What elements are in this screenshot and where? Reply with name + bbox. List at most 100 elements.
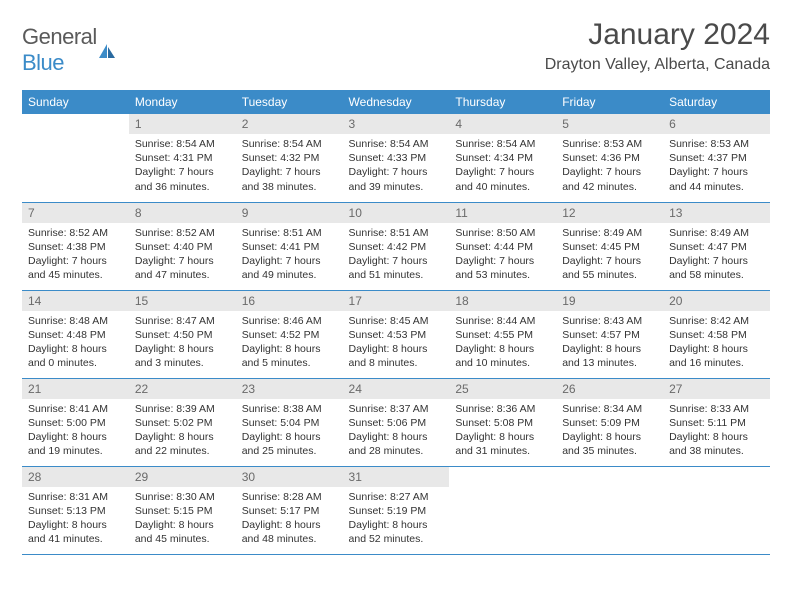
day-data: Sunrise: 8:28 AMSunset: 5:17 PMDaylight:… [236,487,343,553]
day-data: Sunrise: 8:27 AMSunset: 5:19 PMDaylight:… [343,487,450,553]
day-number: 4 [449,114,556,134]
day-data: Sunrise: 8:37 AMSunset: 5:06 PMDaylight:… [343,399,450,465]
day-number: 9 [236,203,343,223]
calendar-cell: 15Sunrise: 8:47 AMSunset: 4:50 PMDayligh… [129,290,236,378]
day-header: Wednesday [343,90,450,114]
day-data: Sunrise: 8:52 AMSunset: 4:40 PMDaylight:… [129,223,236,289]
day-data: Sunrise: 8:31 AMSunset: 5:13 PMDaylight:… [22,487,129,553]
calendar-cell [449,466,556,554]
calendar-week: 28Sunrise: 8:31 AMSunset: 5:13 PMDayligh… [22,466,770,554]
day-header: Friday [556,90,663,114]
day-header: Tuesday [236,90,343,114]
brand-name-blue: Blue [22,50,64,75]
brand-name-gray: General [22,24,97,49]
calendar-cell: 21Sunrise: 8:41 AMSunset: 5:00 PMDayligh… [22,378,129,466]
day-number: 11 [449,203,556,223]
day-number: 31 [343,467,450,487]
day-number: 2 [236,114,343,134]
day-data: Sunrise: 8:41 AMSunset: 5:00 PMDaylight:… [22,399,129,465]
brand-logo: General Blue [22,24,117,76]
calendar-cell: 10Sunrise: 8:51 AMSunset: 4:42 PMDayligh… [343,202,450,290]
day-number [663,467,770,487]
day-number [22,114,129,134]
day-data: Sunrise: 8:45 AMSunset: 4:53 PMDaylight:… [343,311,450,377]
day-data: Sunrise: 8:49 AMSunset: 4:47 PMDaylight:… [663,223,770,289]
day-number: 23 [236,379,343,399]
calendar-week: 21Sunrise: 8:41 AMSunset: 5:00 PMDayligh… [22,378,770,466]
calendar-cell: 20Sunrise: 8:42 AMSunset: 4:58 PMDayligh… [663,290,770,378]
calendar-cell: 24Sunrise: 8:37 AMSunset: 5:06 PMDayligh… [343,378,450,466]
day-data: Sunrise: 8:54 AMSunset: 4:33 PMDaylight:… [343,134,450,200]
day-data: Sunrise: 8:49 AMSunset: 4:45 PMDaylight:… [556,223,663,289]
calendar-cell [663,466,770,554]
calendar-cell: 23Sunrise: 8:38 AMSunset: 5:04 PMDayligh… [236,378,343,466]
brand-name: General Blue [22,24,97,76]
header: General Blue January 2024 Drayton Valley… [22,18,770,76]
day-data: Sunrise: 8:43 AMSunset: 4:57 PMDaylight:… [556,311,663,377]
day-data: Sunrise: 8:47 AMSunset: 4:50 PMDaylight:… [129,311,236,377]
calendar-cell [556,466,663,554]
calendar-cell: 29Sunrise: 8:30 AMSunset: 5:15 PMDayligh… [129,466,236,554]
day-number: 25 [449,379,556,399]
day-number: 1 [129,114,236,134]
calendar-cell: 3Sunrise: 8:54 AMSunset: 4:33 PMDaylight… [343,114,450,202]
day-data: Sunrise: 8:53 AMSunset: 4:37 PMDaylight:… [663,134,770,200]
calendar-cell: 6Sunrise: 8:53 AMSunset: 4:37 PMDaylight… [663,114,770,202]
calendar-cell: 4Sunrise: 8:54 AMSunset: 4:34 PMDaylight… [449,114,556,202]
day-number: 6 [663,114,770,134]
day-header: Saturday [663,90,770,114]
day-number: 22 [129,379,236,399]
month-title: January 2024 [545,18,770,52]
day-data: Sunrise: 8:38 AMSunset: 5:04 PMDaylight:… [236,399,343,465]
calendar-cell: 14Sunrise: 8:48 AMSunset: 4:48 PMDayligh… [22,290,129,378]
day-header: Monday [129,90,236,114]
calendar-cell: 7Sunrise: 8:52 AMSunset: 4:38 PMDaylight… [22,202,129,290]
day-data: Sunrise: 8:54 AMSunset: 4:34 PMDaylight:… [449,134,556,200]
calendar-cell: 19Sunrise: 8:43 AMSunset: 4:57 PMDayligh… [556,290,663,378]
calendar-cell: 27Sunrise: 8:33 AMSunset: 5:11 PMDayligh… [663,378,770,466]
day-number: 17 [343,291,450,311]
calendar-week: 14Sunrise: 8:48 AMSunset: 4:48 PMDayligh… [22,290,770,378]
day-data: Sunrise: 8:53 AMSunset: 4:36 PMDaylight:… [556,134,663,200]
calendar-body: 1Sunrise: 8:54 AMSunset: 4:31 PMDaylight… [22,114,770,554]
brand-sail-icon [97,42,117,60]
day-number: 21 [22,379,129,399]
calendar-cell: 16Sunrise: 8:46 AMSunset: 4:52 PMDayligh… [236,290,343,378]
day-number: 5 [556,114,663,134]
day-number: 30 [236,467,343,487]
day-data: Sunrise: 8:33 AMSunset: 5:11 PMDaylight:… [663,399,770,465]
calendar-cell: 5Sunrise: 8:53 AMSunset: 4:36 PMDaylight… [556,114,663,202]
calendar-cell: 9Sunrise: 8:51 AMSunset: 4:41 PMDaylight… [236,202,343,290]
calendar-cell: 31Sunrise: 8:27 AMSunset: 5:19 PMDayligh… [343,466,450,554]
calendar-cell: 1Sunrise: 8:54 AMSunset: 4:31 PMDaylight… [129,114,236,202]
day-header: Thursday [449,90,556,114]
day-number: 20 [663,291,770,311]
day-data: Sunrise: 8:46 AMSunset: 4:52 PMDaylight:… [236,311,343,377]
calendar-cell: 13Sunrise: 8:49 AMSunset: 4:47 PMDayligh… [663,202,770,290]
day-number: 10 [343,203,450,223]
title-block: January 2024 Drayton Valley, Alberta, Ca… [545,18,770,74]
day-number: 27 [663,379,770,399]
day-data: Sunrise: 8:39 AMSunset: 5:02 PMDaylight:… [129,399,236,465]
day-number: 28 [22,467,129,487]
day-number [556,467,663,487]
day-number: 29 [129,467,236,487]
day-data: Sunrise: 8:36 AMSunset: 5:08 PMDaylight:… [449,399,556,465]
day-number: 19 [556,291,663,311]
day-number: 24 [343,379,450,399]
day-data: Sunrise: 8:54 AMSunset: 4:32 PMDaylight:… [236,134,343,200]
day-data: Sunrise: 8:54 AMSunset: 4:31 PMDaylight:… [129,134,236,200]
calendar-table: SundayMondayTuesdayWednesdayThursdayFrid… [22,90,770,555]
calendar-week: 7Sunrise: 8:52 AMSunset: 4:38 PMDaylight… [22,202,770,290]
day-header: Sunday [22,90,129,114]
calendar-cell: 18Sunrise: 8:44 AMSunset: 4:55 PMDayligh… [449,290,556,378]
day-number: 7 [22,203,129,223]
calendar-cell: 25Sunrise: 8:36 AMSunset: 5:08 PMDayligh… [449,378,556,466]
day-number: 8 [129,203,236,223]
day-number [449,467,556,487]
day-data: Sunrise: 8:51 AMSunset: 4:42 PMDaylight:… [343,223,450,289]
days-of-week-row: SundayMondayTuesdayWednesdayThursdayFrid… [22,90,770,114]
day-number: 12 [556,203,663,223]
day-data: Sunrise: 8:48 AMSunset: 4:48 PMDaylight:… [22,311,129,377]
day-number: 13 [663,203,770,223]
